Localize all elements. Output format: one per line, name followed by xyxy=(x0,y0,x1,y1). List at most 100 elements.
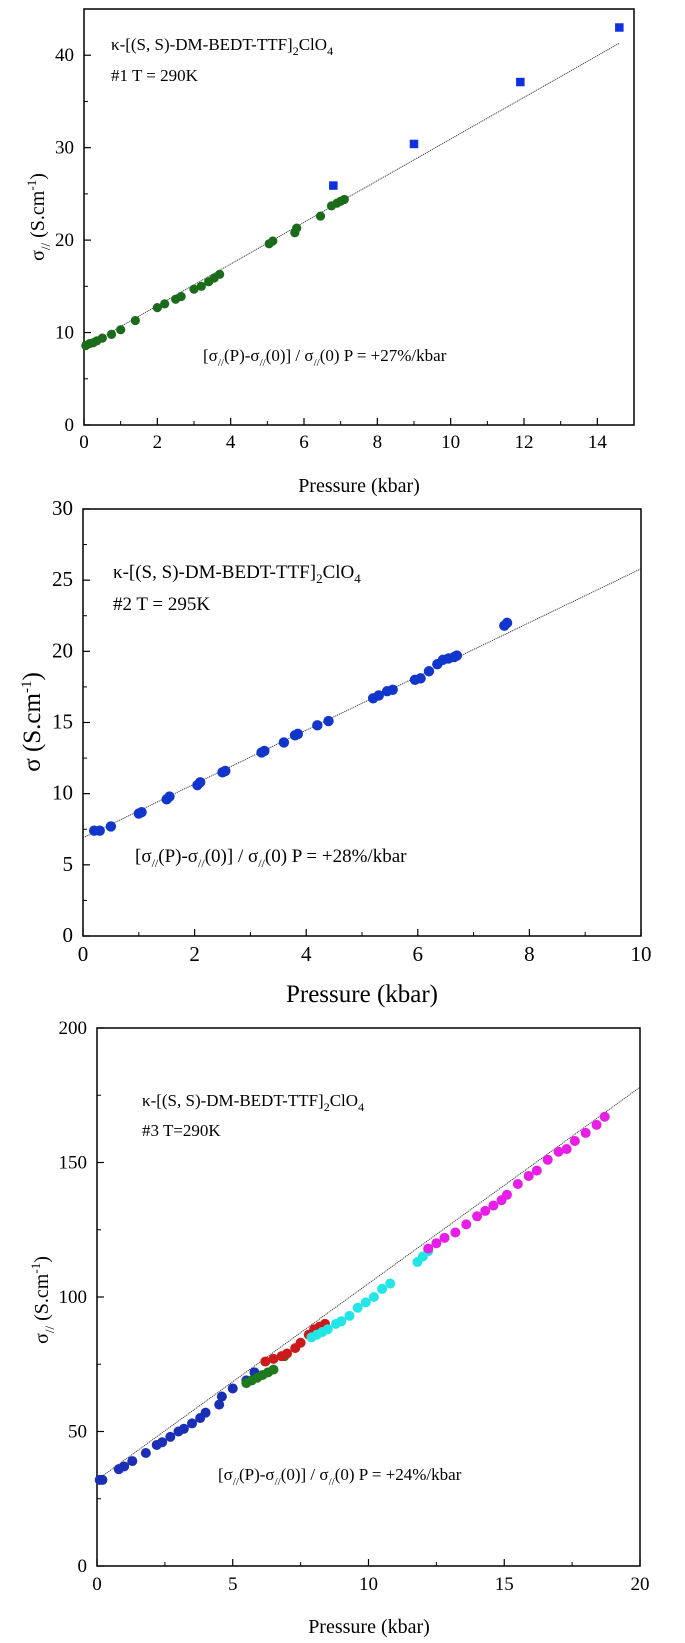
data-point xyxy=(216,1391,227,1402)
data-point xyxy=(94,825,105,836)
x-tick-label: 0 xyxy=(92,1574,102,1595)
data-point xyxy=(580,1127,591,1138)
data-point xyxy=(344,1310,355,1321)
sample-label: #1 T = 290K xyxy=(111,66,199,85)
data-point xyxy=(189,284,199,294)
data-point xyxy=(368,1292,379,1302)
y-tick-label: 40 xyxy=(55,45,74,66)
data-point xyxy=(268,1364,279,1375)
plot-layer: 0 2 4 6 8 10 0 5 10 15 20 25 30 xyxy=(52,496,652,966)
data-point xyxy=(329,181,338,190)
data-point xyxy=(292,223,302,233)
data-point xyxy=(268,236,278,246)
data-point xyxy=(488,1200,499,1211)
sample-label: #3 T=290K xyxy=(142,1121,221,1140)
x-tick-label: 8 xyxy=(373,432,383,453)
data-point xyxy=(282,1348,293,1359)
y-tick-label: 150 xyxy=(59,1153,88,1174)
y-tick-label: 25 xyxy=(52,567,73,591)
compound-label: κ-[(S, S)-DM-BEDT-TTF]2ClO4 xyxy=(111,35,333,58)
data-point xyxy=(97,1474,108,1485)
data-point xyxy=(501,617,513,629)
data-point xyxy=(523,1170,534,1181)
data-point xyxy=(501,1189,512,1200)
data-point xyxy=(157,1437,168,1448)
data-point xyxy=(423,666,435,677)
y-axis-title: σ// (S.cm-1) xyxy=(24,173,53,261)
data-point xyxy=(215,269,225,279)
x-tick-label: 12 xyxy=(515,432,534,453)
y-tick-label: 20 xyxy=(55,230,74,251)
y-axis-title: σ (S.cm-1) xyxy=(19,672,46,772)
data-point xyxy=(130,315,140,326)
x-tick-label: 10 xyxy=(441,432,460,453)
x-axis-title: Pressure (kbar) xyxy=(308,1616,430,1638)
data-point xyxy=(200,1407,211,1418)
data-point xyxy=(160,299,170,309)
y-tick-label: 200 xyxy=(59,1018,88,1039)
data-point xyxy=(373,690,384,701)
data-point xyxy=(615,23,624,32)
data-point xyxy=(127,1456,138,1467)
data-point xyxy=(451,650,463,661)
data-point xyxy=(322,1324,333,1335)
data-point xyxy=(336,1316,347,1327)
x-tick-label: 10 xyxy=(359,1574,378,1595)
x-tick-label: 6 xyxy=(299,432,309,453)
data-point xyxy=(105,821,117,832)
data-point xyxy=(312,720,323,731)
data-point xyxy=(268,1353,279,1364)
data-point xyxy=(512,1179,523,1190)
y-tick-label: 20 xyxy=(52,638,73,662)
x-tick-label: 2 xyxy=(189,942,200,966)
data-point xyxy=(516,77,525,87)
plot-layer: 0 2 4 6 8 10 12 14 0 10 20 30 40 xyxy=(55,8,624,453)
data-point xyxy=(599,1111,610,1122)
x-tick-label: 8 xyxy=(524,942,535,966)
y-tick-label: 5 xyxy=(63,852,74,876)
data-point xyxy=(315,211,326,221)
data-point xyxy=(480,1205,491,1216)
x-tick-label: 2 xyxy=(153,432,163,453)
data-point xyxy=(323,715,334,727)
y-tick-label: 10 xyxy=(55,323,74,344)
x-tick-label: 0 xyxy=(79,432,89,453)
coefficient-label: [σ//(P)-σ//(0)] / σ//(0) P = +24%/kbar xyxy=(218,1465,462,1488)
compound-label: κ-[(S, S)-DM-BEDT-TTF]2ClO4 xyxy=(113,562,361,586)
y-tick-label: 0 xyxy=(78,1556,88,1577)
coefficient-label: [σ//(P)-σ//(0)] / σ//(0) P = +27%/kbar xyxy=(203,346,447,369)
data-point xyxy=(431,1238,442,1249)
data-point xyxy=(360,1297,371,1308)
data-point xyxy=(220,765,231,777)
x-axis-title: Pressure (kbar) xyxy=(298,475,420,497)
data-point xyxy=(97,333,107,343)
compound-label: κ-[(S, S)-DM-BEDT-TTF]2ClO4 xyxy=(142,1091,364,1114)
x-tick-label: 4 xyxy=(226,432,236,453)
y-axis-title: σ// (S.cm-1) xyxy=(28,1256,57,1344)
sample-label: #2 T = 295K xyxy=(113,594,210,615)
data-point xyxy=(561,1144,572,1155)
data-point xyxy=(116,325,126,335)
data-point xyxy=(278,737,290,748)
data-point xyxy=(227,1383,238,1394)
data-point xyxy=(377,1283,388,1294)
panel-1: 0 2 4 6 8 10 12 14 0 10 20 30 40 κ-[(S, S)-DM-BEDT-T… xyxy=(24,8,635,497)
data-point xyxy=(140,1448,151,1459)
data-point xyxy=(591,1119,602,1130)
x-tick-label: 0 xyxy=(78,942,89,966)
data-point xyxy=(409,139,419,149)
data-point xyxy=(260,1356,271,1367)
y-tick-label: 30 xyxy=(52,496,73,520)
data-point xyxy=(542,1154,553,1165)
data-point xyxy=(569,1135,580,1146)
coefficient-label: [σ//(P)-σ//(0)] / σ//(0) P = +28%/kbar xyxy=(135,846,407,870)
fit-line xyxy=(82,568,642,839)
plot-frame xyxy=(83,8,635,426)
data-point xyxy=(194,777,206,788)
x-tick-label: 14 xyxy=(588,432,608,453)
data-point xyxy=(176,291,186,302)
x-tick-label: 15 xyxy=(495,1574,514,1595)
data-point xyxy=(187,1418,198,1429)
